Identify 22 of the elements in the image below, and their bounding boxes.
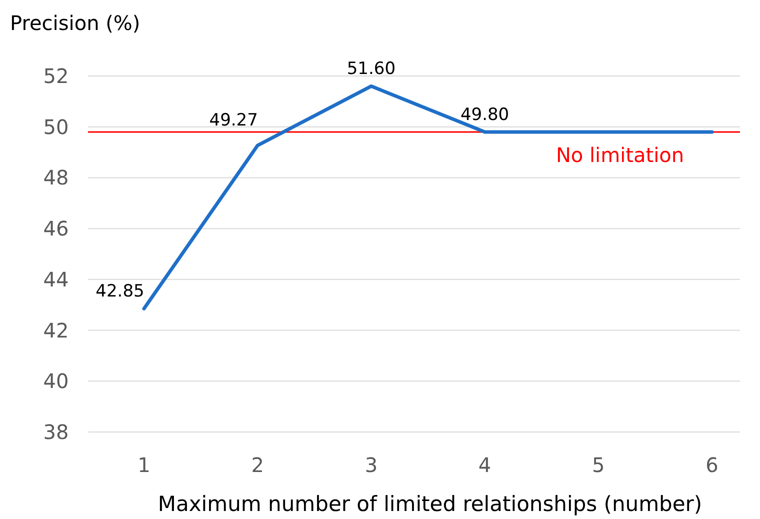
data-label: 49.80: [460, 104, 510, 125]
y-tick-label: 42: [43, 318, 69, 342]
y-tick-label: 48: [43, 166, 69, 190]
x-tick-label: 1: [138, 453, 150, 477]
x-tick-label: 3: [364, 453, 378, 477]
line-series: [142, 84, 714, 310]
y-tick-label: 44: [43, 267, 69, 292]
x-tick-label: 5: [592, 453, 605, 477]
y-tick-label: 46: [43, 216, 69, 241]
y-tick-label: 50: [43, 114, 69, 139]
data-label: 51.60: [346, 59, 396, 80]
y-tick-label: 52: [43, 64, 69, 88]
data-label: 49.27: [209, 110, 258, 130]
x-tick-label: 2: [251, 453, 264, 477]
y-tick-label: 38: [43, 420, 69, 444]
x-axis-title: Maximum number of limited relationships (number): [158, 492, 702, 516]
x-tick-label: 4: [478, 453, 492, 477]
y-tick-label: 40: [43, 369, 69, 394]
data-label: 42.85: [96, 282, 144, 302]
ref-line-label: No limitation: [556, 142, 684, 167]
x-tick-label: 6: [706, 453, 718, 477]
y-axis-title: Precision (%): [10, 11, 140, 35]
